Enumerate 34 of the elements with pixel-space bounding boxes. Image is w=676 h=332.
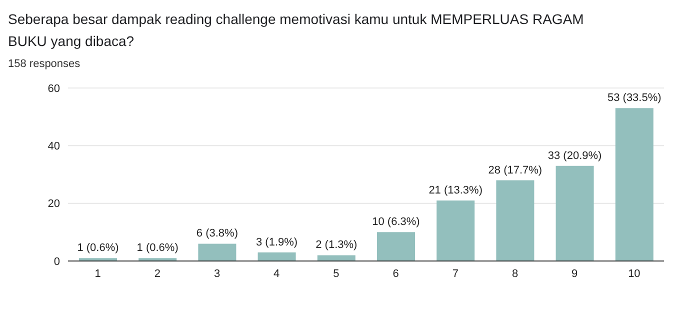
y-tick-label: 0 xyxy=(54,256,60,268)
y-tick-label: 20 xyxy=(48,198,60,210)
bar xyxy=(258,252,296,261)
chart-title: Seberapa besar dampak reading challenge memotivasi kamu untuk MEMPERLUAS RAGAM BUKU yang dibaca? xyxy=(8,10,585,51)
bar xyxy=(377,232,415,261)
x-tick-label: 7 xyxy=(452,268,458,280)
x-tick-label: 2 xyxy=(154,268,160,280)
bar xyxy=(496,180,534,261)
x-tick-label: 1 xyxy=(94,268,101,280)
data-label: 53 (33.5%) xyxy=(607,92,662,104)
bar xyxy=(615,108,654,261)
data-label: 1 (0.6%) xyxy=(136,242,178,254)
data-label: 28 (17.7%) xyxy=(488,164,542,176)
y-tick-label: 60 xyxy=(48,82,60,95)
x-tick-label: 6 xyxy=(392,268,399,280)
x-tick-label: 3 xyxy=(214,268,220,280)
x-tick-label: 4 xyxy=(274,268,280,280)
data-label: 33 (20.9%) xyxy=(548,150,602,162)
data-label: 2 (1.3%) xyxy=(316,239,358,252)
bar xyxy=(317,255,356,261)
data-label: 6 (3.8%) xyxy=(196,228,238,240)
x-tick-label: 9 xyxy=(572,268,578,280)
data-label: 21 (13.3%) xyxy=(428,184,483,196)
data-label: 1 (0.6%) xyxy=(77,242,119,254)
x-tick-label: 10 xyxy=(628,268,640,280)
x-tick-label: 5 xyxy=(333,268,340,280)
data-label: 3 (1.9%) xyxy=(256,236,298,248)
bar xyxy=(198,244,236,261)
x-tick-label: 8 xyxy=(512,268,518,280)
y-tick-label: 40 xyxy=(48,140,60,153)
bar xyxy=(436,200,475,261)
data-label: 10 (6.3%) xyxy=(372,216,420,228)
bar xyxy=(556,166,594,261)
chart-subtitle: 158 responses xyxy=(8,58,82,70)
